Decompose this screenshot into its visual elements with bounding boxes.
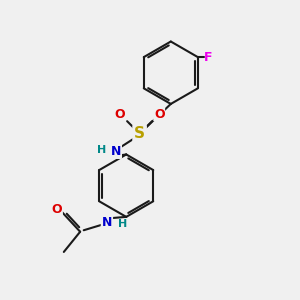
Text: F: F [204,51,213,64]
Text: N: N [111,145,121,158]
Text: O: O [52,203,62,216]
Text: O: O [115,107,125,121]
Text: N: N [102,216,112,229]
Text: O: O [154,107,164,121]
Text: S: S [134,126,145,141]
Text: H: H [118,219,128,229]
Text: H: H [97,145,106,155]
